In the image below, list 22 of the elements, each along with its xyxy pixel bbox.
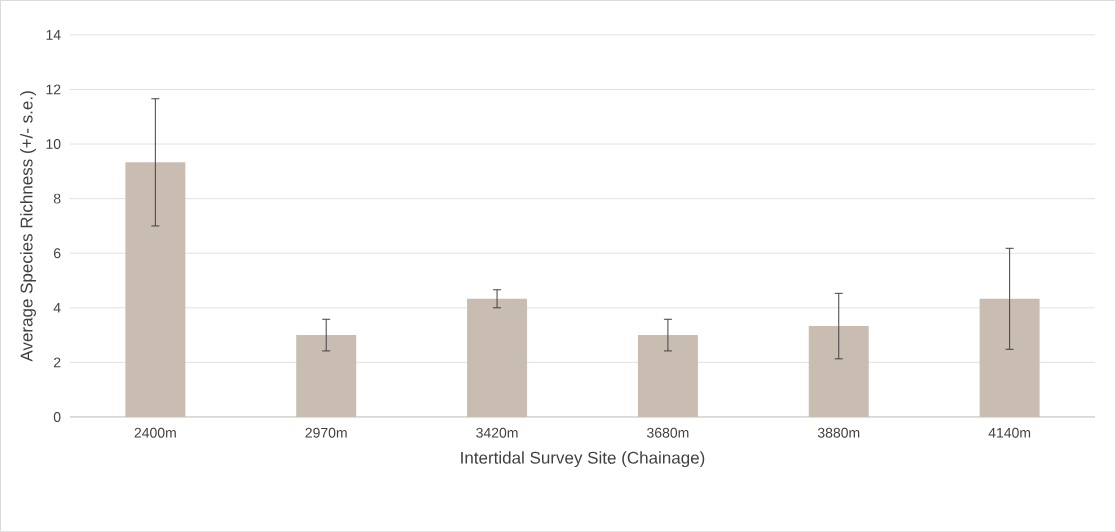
x-axis-title: Intertidal Survey Site (Chainage) xyxy=(461,451,705,468)
y-tick-label: 8 xyxy=(53,193,61,204)
y-tick-label: 2 xyxy=(53,357,61,368)
bar xyxy=(296,335,357,418)
x-tick-label: 3880m xyxy=(817,427,860,438)
bar xyxy=(125,162,186,418)
y-tick-label: 0 xyxy=(53,412,61,422)
y-tick-label: 4 xyxy=(53,303,61,313)
y-tick-label: 12 xyxy=(46,84,61,95)
x-tick-label: 3680m xyxy=(647,427,689,438)
x-tick-label: 2970m xyxy=(305,427,347,438)
bar xyxy=(637,335,698,418)
y-axis-title: Average Species Richness (+/- s.e.) xyxy=(20,91,36,362)
y-tick-label: 10 xyxy=(46,139,61,150)
bar xyxy=(979,298,1040,418)
x-tick-label: 2400m xyxy=(134,427,176,438)
y-tick-label: 14 xyxy=(46,30,61,40)
y-tick-label: 6 xyxy=(53,248,61,259)
bar xyxy=(467,298,528,418)
bar xyxy=(808,326,869,418)
x-tick-label: 4140m xyxy=(988,427,1031,438)
x-tick-label: 3420m xyxy=(476,427,518,438)
